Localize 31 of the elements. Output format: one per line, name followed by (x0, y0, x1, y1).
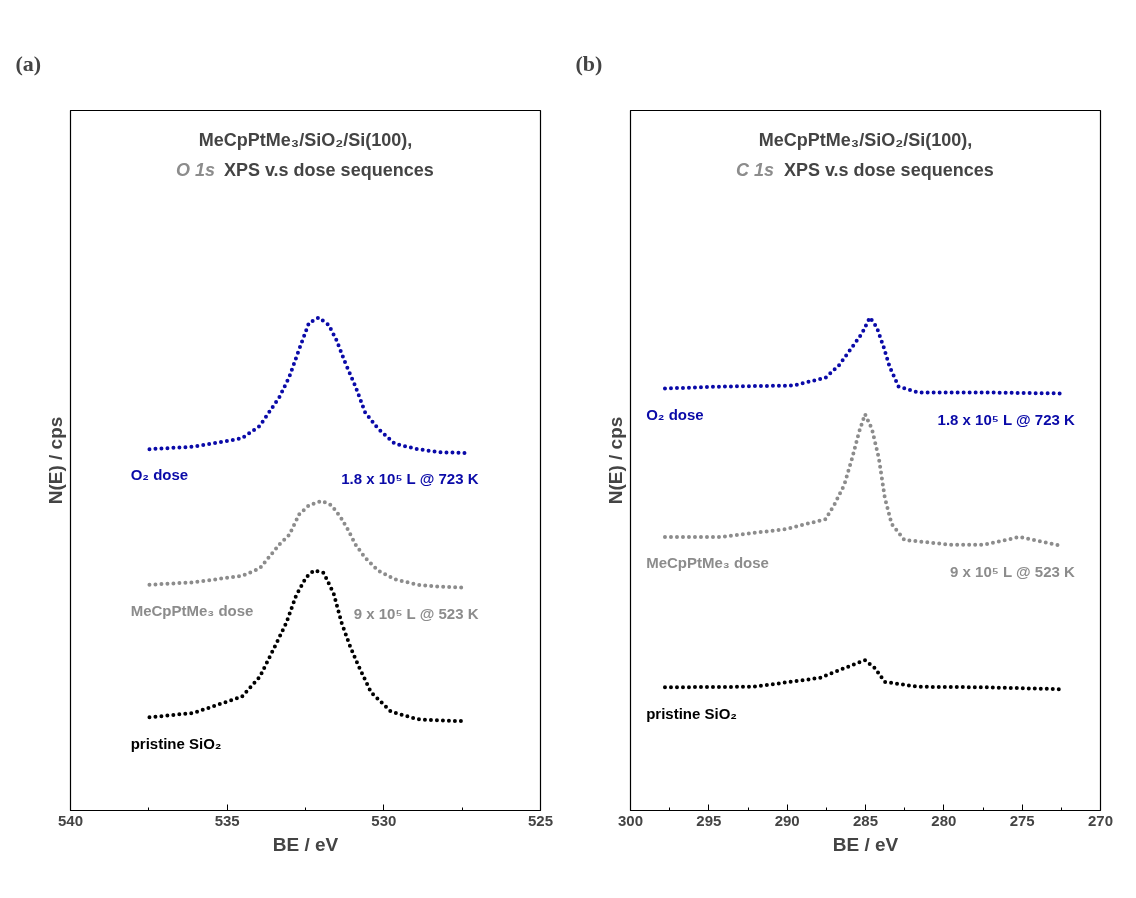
x-tick-label: 290 (774, 811, 800, 829)
x-tick-label: 295 (696, 811, 722, 829)
y-axis-title: N(E) / cps (44, 416, 66, 505)
x-tick-label: 540 (57, 811, 84, 829)
y-axis-title: N(E) / cps (604, 416, 626, 505)
chart-subtitle: O 1s XPS v.s dose sequences (175, 159, 434, 180)
annotation: 9 x 10⁵ L @ 523 K (353, 604, 479, 622)
x-tick-label: 280 (931, 811, 957, 829)
annotation: 9 x 10⁵ L @ 523 K (950, 563, 1076, 581)
text: (b) (575, 50, 603, 76)
x-axis-title: BE / eV (272, 833, 339, 855)
x-tick-label: 285 (852, 811, 879, 829)
series-label: O₂ dose (130, 466, 189, 484)
series-label: pristine SiO₂ (646, 704, 738, 722)
x-tick-label: 530 (371, 811, 397, 829)
x-tick-label: 275 (1009, 811, 1035, 829)
chart-subtitle: C 1s XPS v.s dose sequences (735, 159, 994, 180)
annotation: 1.8 x 10⁵ L @ 723 K (937, 410, 1076, 428)
x-tick-label: 535 (214, 811, 240, 829)
chart-title: MeCpPtMe₃/SiO₂/Si(100), (198, 130, 413, 151)
x-tick-label: 525 (527, 811, 554, 829)
x-tick-label: 270 (1087, 811, 1114, 829)
series-label: pristine SiO₂ (130, 734, 222, 752)
text: (a) (15, 50, 42, 76)
annotation: 1.8 x 10⁵ L @ 723 K (341, 470, 479, 488)
x-axis-title: BE / eV (832, 833, 899, 855)
chart-title: MeCpPtMe₃/SiO₂/Si(100), (758, 130, 973, 151)
series-label: MeCpPtMe₃ dose (130, 601, 254, 619)
series-label: O₂ dose (646, 405, 704, 423)
series-label: MeCpPtMe₃ dose (646, 554, 769, 572)
x-tick-label: 300 (617, 811, 644, 829)
